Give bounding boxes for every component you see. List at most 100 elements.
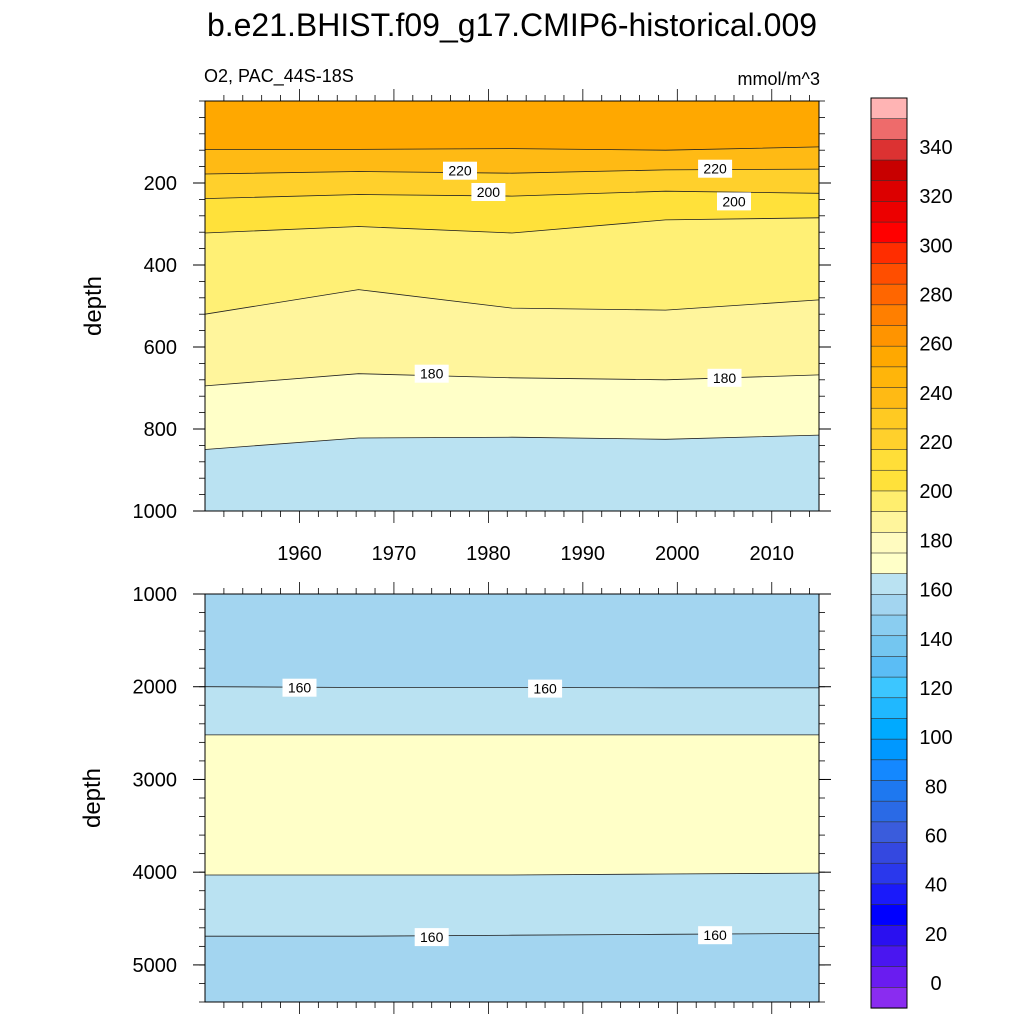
panel-subtitle-left: O2, PAC_44S-18S [204, 66, 354, 87]
upper-contour-label-4: 180 [414, 364, 449, 383]
x-tick-label-5: 2010 [750, 543, 795, 565]
colorbar-cell-34 [870, 800, 908, 823]
lower-y-tick-label-0: 1000 [133, 584, 178, 606]
upper-axis-ticks: 200 400 600 800 1000 1960 1970 1980 1990 2000 2010 [133, 89, 831, 565]
colorbar-cell-14 [870, 387, 908, 409]
svg-text:220: 220 [448, 163, 472, 179]
colorbar-cell-26 [870, 635, 908, 658]
svg-text:180: 180 [713, 370, 737, 386]
lower-contour-line-3 [205, 872, 820, 876]
colorbar-cell-33 [870, 780, 908, 802]
colorbar-cell-10 [870, 304, 908, 327]
upper-y-axis-label: depth [80, 276, 107, 336]
colorbar-cell-30 [870, 718, 908, 740]
colorbar-cell-25 [870, 614, 908, 637]
colorbar-label-10: 140 [919, 629, 952, 651]
x-tick-label-3: 1990 [561, 543, 606, 565]
lower-contour-label-2: 160 [414, 928, 449, 947]
svg-text:160: 160 [420, 929, 444, 945]
panel-subtitle-right: mmol/m^3 [738, 69, 820, 89]
colorbar-cell-13 [870, 366, 908, 389]
colorbar-cell-3 [870, 159, 908, 182]
colorbar-cell-39 [870, 904, 908, 926]
colorbar-cell-17 [870, 449, 908, 471]
lower-y-axis-label: depth [79, 768, 106, 828]
colorbar-cell-12 [870, 345, 908, 368]
lower-band-4 [205, 933, 819, 1002]
colorbar-label-7: 200 [919, 481, 952, 503]
colorbar-cell-6 [870, 221, 908, 244]
upper-contour-label-0: 220 [443, 161, 477, 180]
colorbar-cell-19 [870, 490, 908, 513]
colorbar-label-3: 280 [919, 285, 952, 307]
lower-contour-bands [205, 594, 819, 1002]
upper-y-tick-label-3: 800 [144, 419, 177, 441]
upper-contour-label-2: 200 [471, 183, 506, 201]
colorbar-cell-32 [870, 759, 908, 782]
svg-text:160: 160 [703, 927, 727, 943]
colorbar-cell-43 [870, 987, 908, 1009]
colorbar-label-4: 260 [919, 334, 952, 356]
colorbar-cell-40 [870, 924, 908, 947]
colorbar-cell-2 [870, 139, 908, 161]
lower-y-tick-label-2: 3000 [133, 770, 178, 792]
colorbar-cell-5 [870, 201, 908, 223]
colorbar-cell-41 [870, 945, 908, 968]
colorbar-cell-1 [870, 118, 908, 140]
colorbar-label-8: 180 [919, 530, 952, 552]
colorbar-cell-16 [870, 428, 908, 451]
colorbar-cell-29 [870, 697, 908, 720]
lower-contour-label-3: 160 [698, 926, 733, 945]
colorbar-label-11: 120 [919, 678, 952, 700]
colorbar-label-9: 160 [919, 580, 952, 602]
colorbar-cell-18 [870, 469, 908, 492]
x-tick-label-0: 1960 [277, 543, 322, 565]
colorbar-cell-15 [870, 407, 908, 430]
colorbar-label-15: 40 [925, 875, 947, 897]
upper-y-tick-label-2: 600 [144, 337, 177, 359]
colorbar-cell-7 [870, 242, 908, 265]
x-tick-label-1: 1970 [372, 543, 417, 565]
upper-band-7 [205, 435, 819, 511]
colorbar-cell-11 [870, 325, 908, 347]
upper-plot-frame [204, 100, 820, 512]
upper-contour-lines [204, 146, 820, 450]
lower-contour-labels: 160 160 160 160 [282, 678, 733, 947]
lower-y-tick-label-4: 5000 [133, 955, 178, 977]
colorbar-cell-8 [870, 263, 908, 285]
colorbar-cell-20 [870, 511, 908, 533]
colorbar-label-12: 100 [919, 727, 952, 749]
colorbar-cell-35 [870, 821, 908, 844]
colorbar-cell-38 [870, 883, 908, 906]
colorbar-cell-37 [870, 862, 908, 885]
colorbar-cell-9 [870, 283, 908, 306]
colorbar-label-2: 300 [919, 235, 952, 257]
colorbar-label-1: 320 [919, 186, 952, 208]
upper-y-tick-label-0: 200 [144, 173, 177, 195]
colorbar-label-0: 340 [919, 137, 952, 159]
upper-contour-line-4 [204, 217, 820, 234]
colorbar-label-5: 240 [919, 383, 952, 405]
colorbar-cell-21 [870, 532, 908, 554]
svg-text:160: 160 [288, 680, 312, 696]
lower-contour-label-0: 160 [282, 678, 317, 697]
colorbar-label-13: 80 [925, 776, 947, 798]
svg-text:180: 180 [420, 366, 444, 382]
colorbar-label-14: 60 [925, 826, 947, 848]
lower-axis-ticks: 1000 2000 3000 4000 5000 [133, 582, 831, 1014]
lower-contour-label-1: 160 [528, 679, 563, 698]
x-tick-label-2: 1980 [466, 543, 511, 565]
colorbar-cell-28 [870, 676, 908, 699]
lower-depth-panel: 160 160 160 160 1000 2000 3000 4000 5000 depth [79, 582, 831, 1014]
upper-contour-line-1 [205, 146, 820, 151]
upper-y-tick-label-1: 400 [144, 255, 177, 277]
svg-text:200: 200 [477, 184, 501, 200]
colorbar-cell-23 [870, 573, 908, 595]
lower-y-tick-label-1: 2000 [133, 677, 178, 699]
chart-title: b.e21.BHIST.f09_g17.CMIP6-historical.009 [207, 7, 817, 43]
upper-contour-label-5: 180 [707, 368, 742, 387]
colorbar-cell-36 [870, 842, 908, 864]
upper-contour-labels: 220 220 200 200 180 180 [414, 159, 751, 387]
colorbar-cell-0 [870, 97, 908, 120]
